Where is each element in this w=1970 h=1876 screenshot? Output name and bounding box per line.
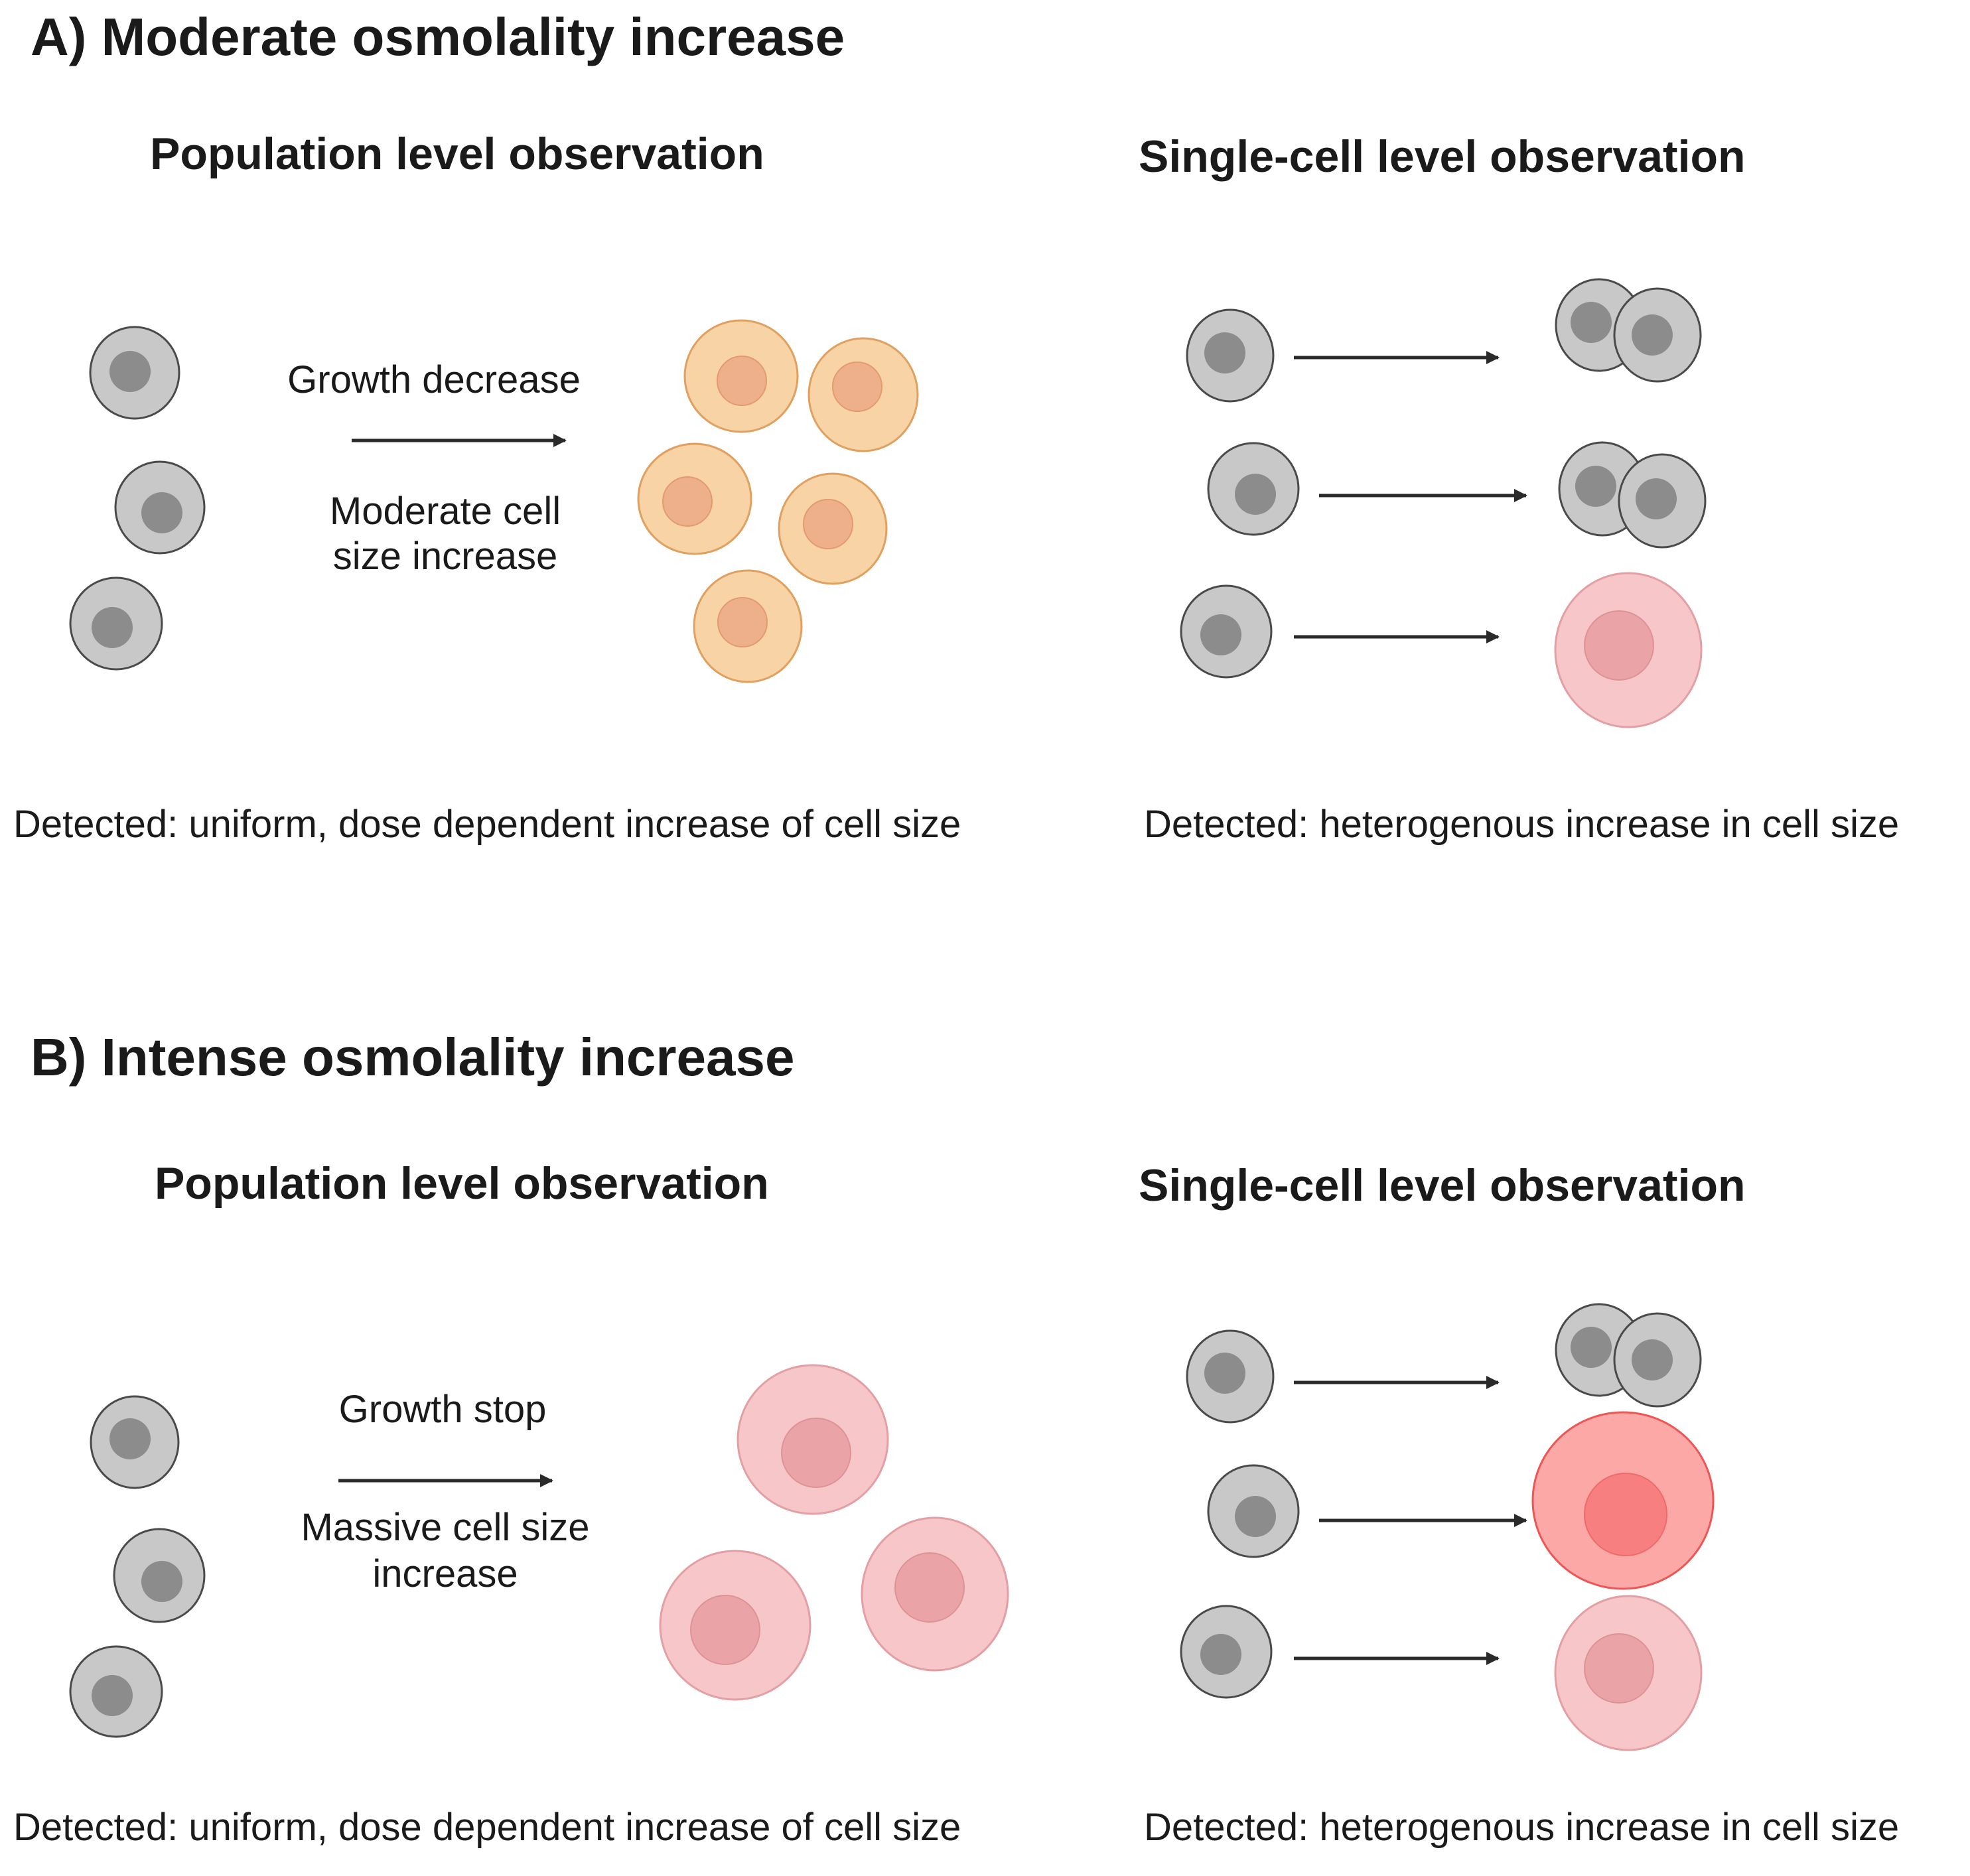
normal-cell-icon: [1186, 1329, 1275, 1424]
section-b-arrow-label-top: Growth stop: [338, 1388, 547, 1431]
moderate-cell-icon: [637, 442, 752, 555]
section-b-population-heading: Population level observation: [155, 1158, 769, 1209]
large-cell-icon: [659, 1550, 811, 1701]
intense-cell-icon: [1531, 1411, 1715, 1590]
moderate-cell-icon: [778, 472, 888, 585]
normal-cell-icon: [114, 460, 206, 555]
section-b-single-cell-heading: Single-cell level observation: [1139, 1160, 1746, 1211]
section-b-population-detected: Detected: uniform, dose dependent increa…: [13, 1806, 961, 1849]
large-cell-icon: [737, 1364, 889, 1515]
moderate-cell-icon: [683, 319, 799, 433]
large-cell-icon: [1554, 572, 1703, 728]
section-a-single-cell-detected: Detected: heterogenous increase in cell …: [1144, 803, 1900, 846]
section-b-population-initial-cells: [69, 1395, 206, 1738]
section-b-single-cell-row-3: [1180, 1595, 1703, 1751]
section-a-single-cell-row-1: [1186, 278, 1702, 403]
large-cell-icon: [1554, 1595, 1703, 1751]
section-a-population-detected: Detected: uniform, dose dependent increa…: [13, 803, 961, 846]
section-a-population-heading: Population level observation: [150, 129, 764, 179]
section-a-population-initial-cells: [69, 326, 206, 671]
section-a-arrow-label-top: Growth decrease: [287, 358, 581, 401]
normal-cell-icon: [69, 1645, 163, 1738]
normal-cell-icon: [1186, 308, 1275, 403]
dividing-cells-icon: [1558, 441, 1707, 549]
dividing-cells-icon: [1555, 278, 1702, 383]
section-a-title: A) Moderate osmolality increase: [31, 7, 845, 66]
section-a-population-enlarged-cells: [637, 319, 919, 683]
dividing-cells-icon: [1555, 1303, 1702, 1408]
normal-cell-icon: [1207, 442, 1300, 536]
large-cell-icon: [861, 1516, 1009, 1672]
section-b-single-cell-row-2: [1207, 1411, 1715, 1590]
normal-cell-icon: [1207, 1464, 1300, 1558]
section-a-arrow-label-bottom-line2: size increase: [332, 535, 558, 578]
section-b-single-cell-detected: Detected: heterogenous increase in cell …: [1144, 1806, 1900, 1849]
section-a-single-cell-row-3: [1180, 572, 1703, 728]
section-b-arrow-label-bottom-line1: Massive cell size: [301, 1506, 590, 1549]
moderate-cell-icon: [693, 569, 803, 683]
section-a-arrow-label-bottom-line1: Moderate cell: [329, 490, 561, 533]
section-a-single-cell-heading: Single-cell level observation: [1139, 131, 1746, 182]
section-b-arrow-label-bottom-line2: increase: [372, 1552, 518, 1595]
normal-cell-icon: [90, 1395, 180, 1489]
normal-cell-icon: [1180, 1605, 1273, 1699]
section-b-title: B) Intense osmolality increase: [31, 1028, 795, 1087]
section-b-population-enlarged-cells: [659, 1364, 1009, 1701]
normal-cell-icon: [69, 576, 163, 671]
section-b-single-cell-row-1: [1186, 1303, 1702, 1424]
normal-cell-icon: [89, 326, 180, 420]
normal-cell-icon: [113, 1528, 206, 1623]
section-a-single-cell-row-2: [1207, 441, 1707, 549]
normal-cell-icon: [1180, 584, 1273, 679]
moderate-cell-icon: [808, 337, 919, 452]
